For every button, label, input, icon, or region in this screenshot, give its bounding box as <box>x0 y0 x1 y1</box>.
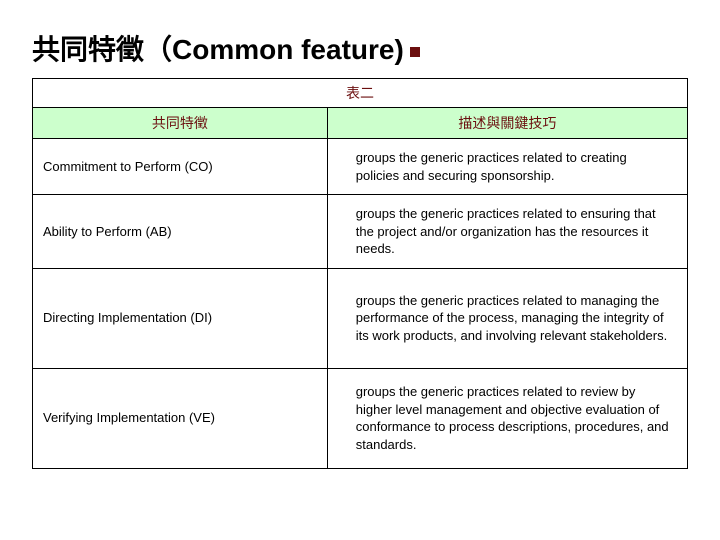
table-row: Ability to Perform (AB) groups the gener… <box>33 195 688 269</box>
table-caption-row: 表二 <box>33 79 688 108</box>
cell-feature: Verifying Implementation (VE) <box>33 368 328 468</box>
table-row: Commitment to Perform (CO) groups the ge… <box>33 139 688 195</box>
cell-desc: groups the generic practices related to … <box>327 268 687 368</box>
cell-feature: Commitment to Perform (CO) <box>33 139 328 195</box>
table-header-row: 共同特徵 描述與關鍵技巧 <box>33 108 688 139</box>
header-desc: 描述與關鍵技巧 <box>327 108 687 139</box>
title-bullet-icon <box>410 47 420 57</box>
cell-desc: groups the generic practices related to … <box>327 139 687 195</box>
cell-feature: Ability to Perform (AB) <box>33 195 328 269</box>
features-table: 表二 共同特徵 描述與關鍵技巧 Commitment to Perform (C… <box>32 78 688 469</box>
table-caption: 表二 <box>33 79 688 108</box>
title-text: 共同特徵（Common feature) <box>32 34 404 65</box>
table-row: Directing Implementation (DI) groups the… <box>33 268 688 368</box>
page-title: 共同特徵（Common feature) <box>32 28 688 68</box>
cell-feature: Directing Implementation (DI) <box>33 268 328 368</box>
cell-desc: groups the generic practices related to … <box>327 195 687 269</box>
table-row: Verifying Implementation (VE) groups the… <box>33 368 688 468</box>
cell-desc: groups the generic practices related to … <box>327 368 687 468</box>
header-feature: 共同特徵 <box>33 108 328 139</box>
